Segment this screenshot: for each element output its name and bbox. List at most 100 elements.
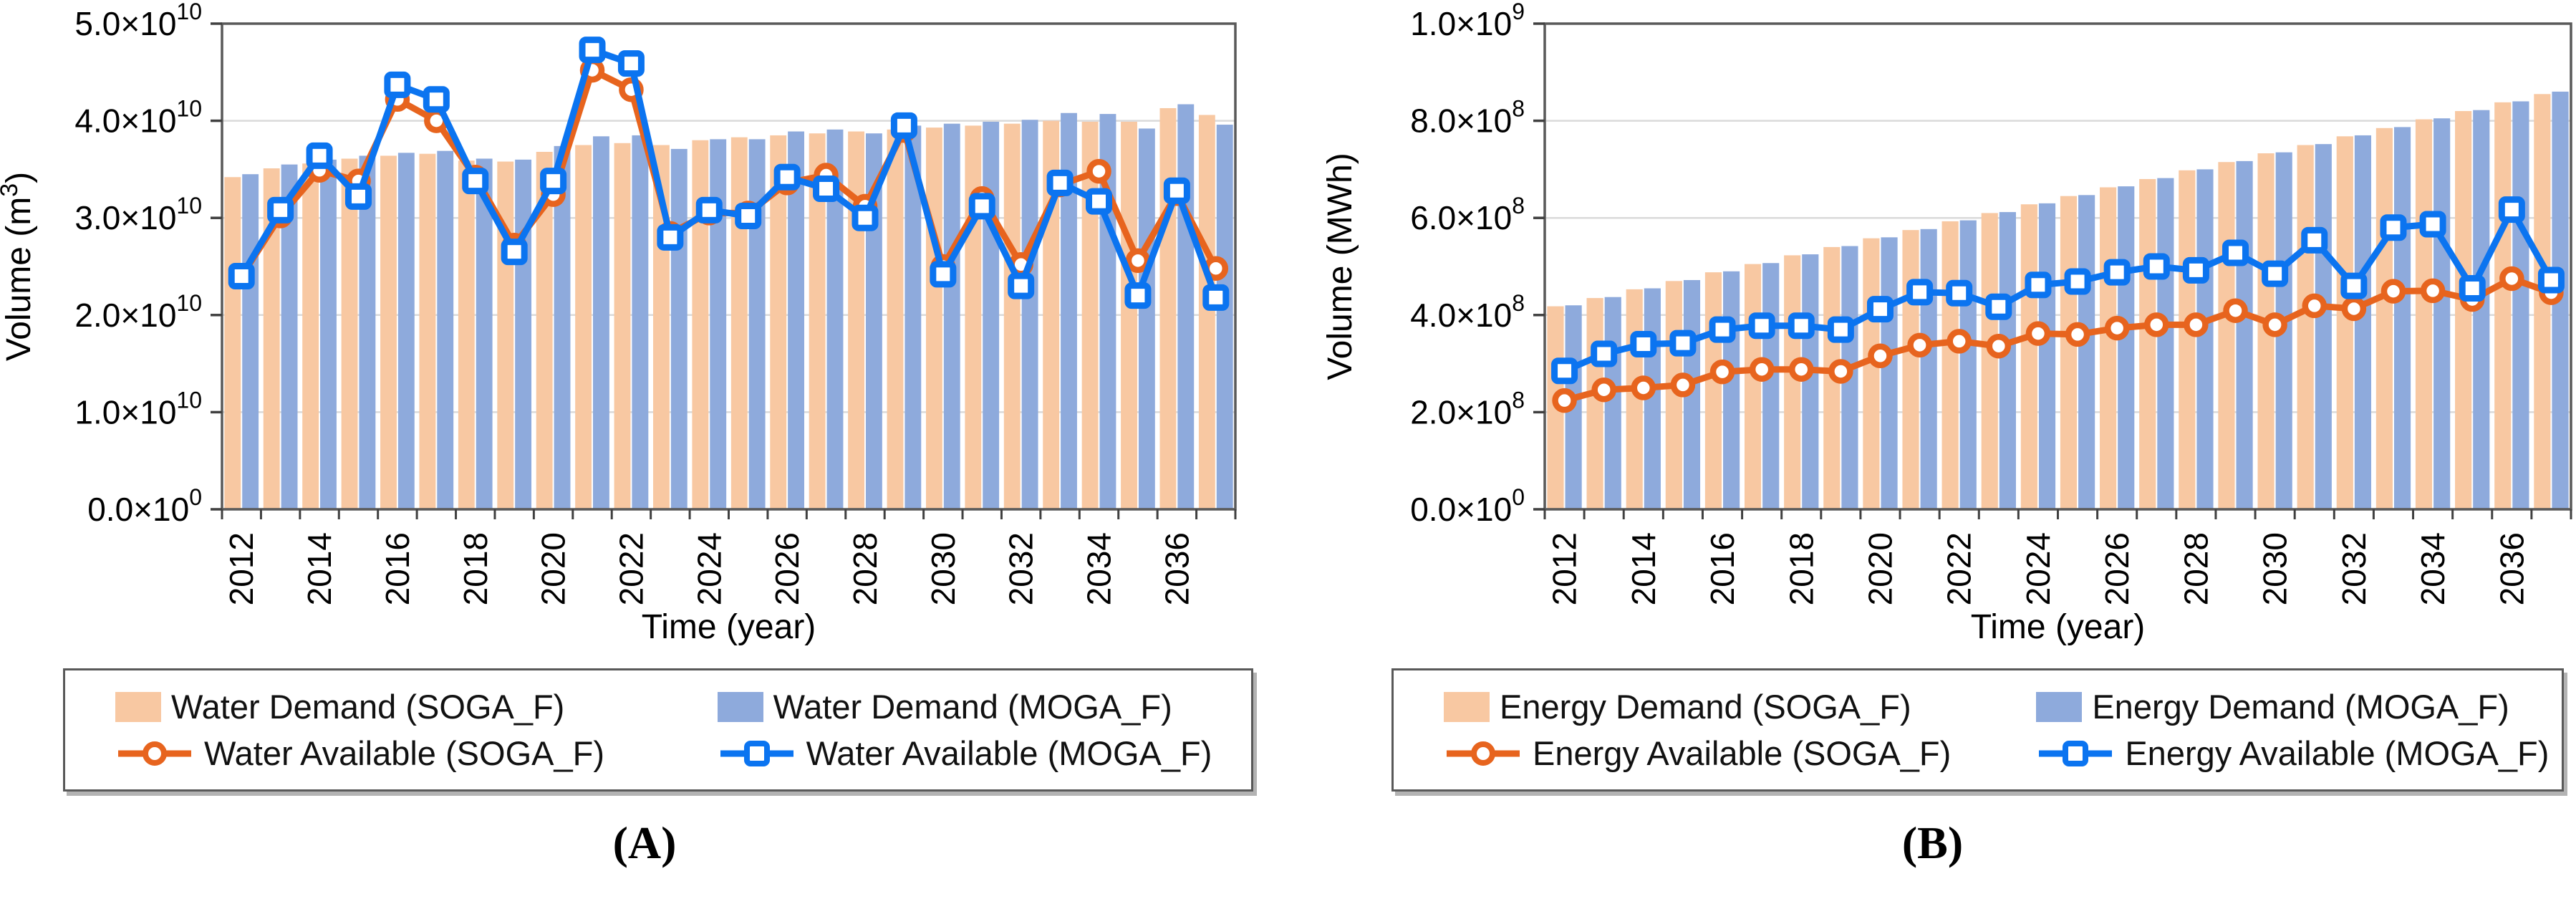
square-marker — [1202, 284, 1230, 311]
x-tick-label: 2014 — [301, 532, 338, 605]
bar — [281, 164, 298, 509]
bar — [1881, 237, 1898, 509]
bar — [2473, 110, 2490, 509]
circle-marker — [1749, 357, 1775, 382]
bar — [224, 177, 241, 510]
circle-marker — [2065, 322, 2090, 347]
y-axis-title: Volume (MWh) — [1321, 153, 1359, 380]
bar — [2433, 118, 2451, 509]
legend-item-water-available-moga: Water Available (MOGA_F) — [718, 734, 1251, 773]
square-marker — [2419, 211, 2446, 238]
bar — [2157, 178, 2174, 509]
legend-label: Water Demand (SOGA_F) — [171, 688, 565, 726]
square-marker — [1630, 330, 1657, 357]
y-tick-label: 6.0×108 — [1410, 193, 1525, 236]
bar — [593, 136, 609, 509]
y-tick-label: 2.0×1010 — [74, 290, 202, 334]
bar — [2354, 135, 2372, 509]
bar — [2393, 127, 2411, 509]
line-series-soga — [1552, 266, 2564, 413]
square-marker — [2262, 260, 2289, 287]
bar — [905, 125, 922, 509]
square-marker — [930, 261, 957, 288]
square-marker — [344, 183, 372, 210]
x-tick-label: 2030 — [2257, 532, 2294, 605]
bar — [2534, 94, 2551, 509]
x-tick-label: 2012 — [1546, 532, 1583, 605]
bar — [1121, 121, 1137, 509]
bar — [826, 129, 844, 509]
legend-item-energy-demand-moga: Energy Demand (MOGA_F) — [2036, 687, 2562, 726]
energy-available-moga-line-icon — [2036, 738, 2115, 769]
x-tick-label: 2022 — [1941, 532, 1978, 605]
circle-marker — [2420, 278, 2446, 304]
circle-marker — [2302, 293, 2327, 319]
x-tick-label: 2026 — [768, 532, 806, 605]
y-tick-label: 1.0×109 — [1410, 0, 1525, 42]
square-marker — [773, 163, 801, 191]
x-tick-label: 2016 — [1704, 532, 1741, 605]
square-marker — [462, 168, 489, 195]
bar — [1604, 297, 1621, 509]
bar — [632, 135, 649, 509]
bar — [1061, 112, 1077, 509]
square-marker — [579, 37, 606, 64]
legend-label: Energy Demand (SOGA_F) — [1500, 688, 1911, 726]
x-tick-label: 2036 — [2493, 532, 2530, 605]
water-demand-soga-swatch — [115, 691, 161, 722]
circle-marker — [2184, 312, 2209, 337]
circle-marker — [1868, 343, 1893, 369]
square-marker — [2498, 196, 2525, 223]
x-tick-label: 2026 — [2098, 532, 2136, 605]
bar — [575, 145, 592, 509]
bar — [809, 133, 826, 509]
circle-marker — [1986, 333, 2012, 359]
bar — [965, 125, 982, 509]
x-tick-label: 2024 — [690, 532, 728, 605]
x-axis-title: Time (year) — [1971, 608, 2146, 646]
square-marker — [1086, 188, 1113, 215]
y-tick-label: 8.0×108 — [1410, 96, 1525, 140]
y-tick-label: 3.0×1010 — [74, 193, 202, 236]
square-marker — [1163, 177, 1190, 204]
bar — [2020, 204, 2037, 509]
circle-marker — [2223, 298, 2248, 323]
circle-marker — [1125, 248, 1151, 274]
bar — [359, 155, 376, 509]
square-marker — [2143, 253, 2170, 280]
water-available-moga-line-icon — [718, 738, 796, 769]
bar — [1762, 263, 1780, 509]
bar — [730, 137, 748, 510]
circle-marker — [2499, 266, 2524, 292]
square-marker — [1906, 279, 1934, 306]
bar — [2494, 102, 2512, 509]
x-tick-label: 2024 — [2020, 532, 2057, 605]
bar — [397, 153, 415, 509]
bar — [2179, 170, 2196, 510]
circle-marker — [2380, 279, 2406, 304]
bar — [770, 135, 787, 509]
x-tick-label: 2036 — [1158, 532, 1195, 605]
bar — [1586, 298, 1603, 509]
bar — [692, 140, 709, 510]
y-tick-label: 1.0×1010 — [74, 387, 202, 431]
bar — [1863, 238, 1880, 509]
square-marker — [2064, 268, 2091, 295]
line-series-moga — [1551, 196, 2565, 385]
square-marker — [228, 263, 255, 290]
circle-marker — [1907, 332, 1932, 358]
square-marker — [306, 142, 333, 169]
bar — [1744, 264, 1762, 509]
bar — [1003, 123, 1021, 510]
bar — [1081, 121, 1099, 509]
y-tick-label: 0.0×100 — [1410, 484, 1525, 528]
square-marker — [2537, 266, 2565, 294]
caption-panel-b: (B) — [1901, 817, 1964, 868]
bar — [788, 131, 804, 510]
bar — [748, 139, 766, 509]
square-marker — [2459, 275, 2486, 302]
square-marker — [1748, 312, 1775, 340]
square-marker — [2222, 239, 2249, 266]
circle-marker — [2025, 321, 2051, 346]
y-tick-label: 0.0×100 — [87, 484, 202, 528]
